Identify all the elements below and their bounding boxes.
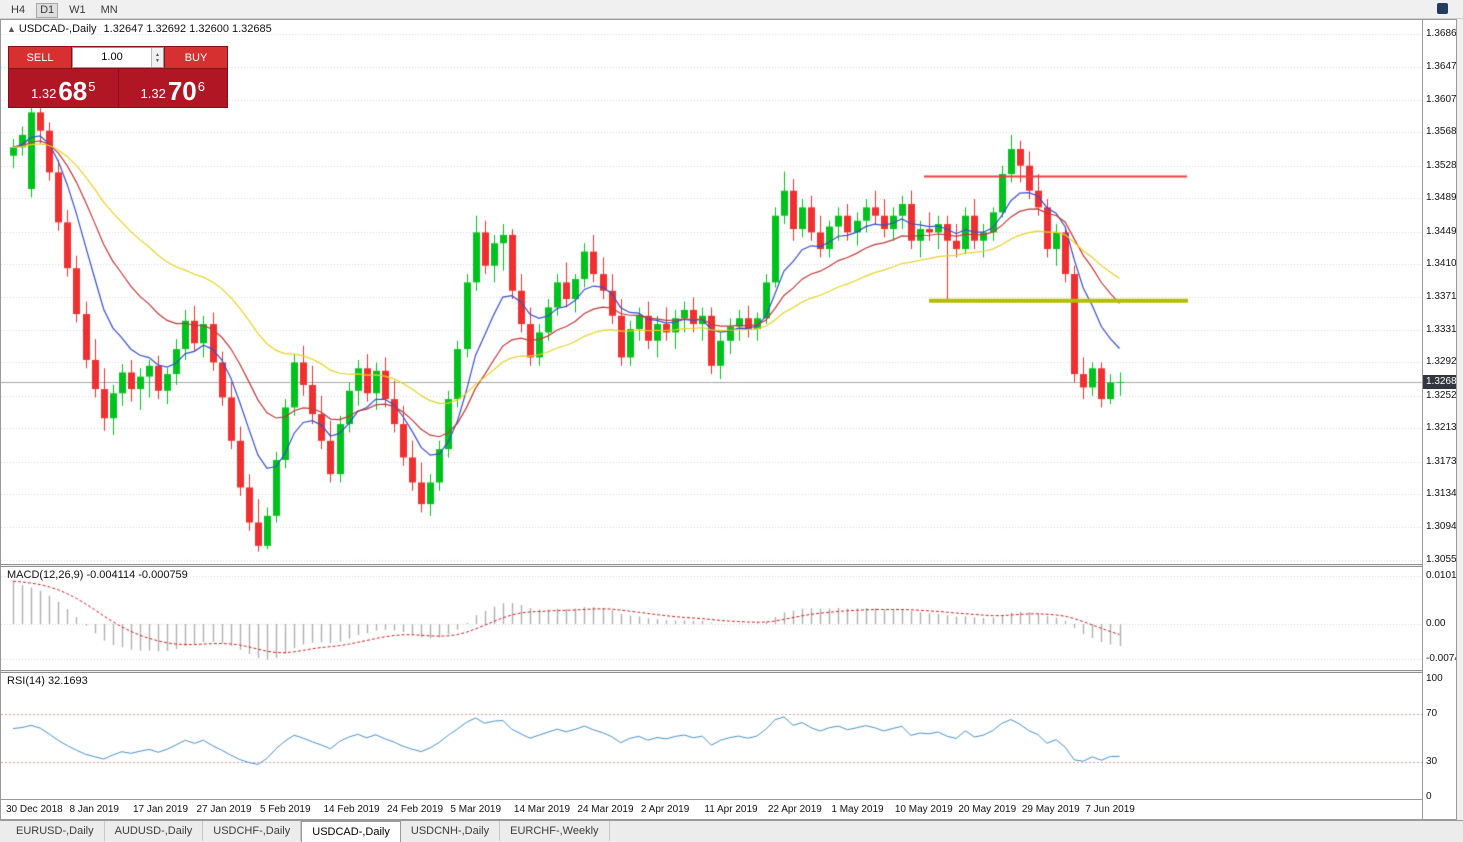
price-axis-label: 1.32520 [1426, 389, 1457, 401]
buy-price-pip: 6 [197, 79, 205, 94]
chart-tab-audusd[interactable]: AUDUSD-,Daily [105, 821, 204, 841]
date-axis-label: 7 Jun 2019 [1085, 804, 1135, 815]
rsi-axis-label: 100 [1426, 673, 1443, 684]
date-axis-label: 29 May 2019 [1021, 804, 1080, 815]
volume-spinner[interactable]: ▲ ▼ [151, 48, 163, 67]
timeframe-d1-button[interactable]: D1 [36, 3, 59, 18]
date-axis-label: 17 Jan 2019 [132, 804, 189, 815]
date-axis-label: 24 Mar 2019 [577, 804, 634, 815]
panel-divider-rsi[interactable] [1, 670, 1456, 673]
buy-price-big: 70 [167, 76, 197, 106]
sell-price-big: 68 [58, 76, 88, 106]
date-axis-label: 10 May 2019 [894, 804, 953, 815]
timeframe-mn-button[interactable]: MN [100, 4, 118, 16]
chart-header: ▲ USDCAD-,Daily 1.32647 1.32692 1.32600 1.… [7, 23, 272, 35]
rsi-axis-label: 30 [1426, 755, 1438, 767]
date-axis-label: 14 Feb 2019 [323, 804, 380, 815]
price-axis-label: 1.31340 [1426, 488, 1457, 500]
volume-field[interactable]: 1.00 ▲ ▼ [72, 47, 164, 68]
date-axis-label: 11 Apr 2019 [704, 804, 758, 815]
chart-tab-usdcad[interactable]: USDCAD-,Daily [301, 821, 401, 842]
trade-prices-row: 1.32 68 5 1.32 70 6 [9, 69, 227, 107]
macd-axis-label: 0.010199 [1426, 570, 1457, 582]
spinner-down-icon[interactable]: ▼ [155, 57, 160, 64]
chart-symbol-label: USDCAD-,Daily [18, 23, 97, 35]
price-axis-label: 1.33710 [1426, 290, 1457, 302]
chart-tab-usdcnh[interactable]: USDCNH-,Daily [401, 821, 501, 841]
sell-price-pip: 5 [88, 79, 96, 94]
sell-price-prefix: 1.32 [31, 86, 57, 101]
price-axis-label: 1.34100 [1426, 258, 1457, 270]
date-axis[interactable]: 30 Dec 2018 8 Jan 2019 17 Jan 2019 27 Jan 2… [1, 799, 1422, 819]
macd-axis-label: 0.00 [1426, 618, 1446, 629]
date-axis-label: 1 May 2019 [831, 804, 884, 815]
price-axis-label: 1.36470 [1426, 60, 1457, 72]
chart-tab-eurusd[interactable]: EURUSD-,Daily [6, 821, 105, 841]
date-axis-label: 5 Mar 2019 [450, 804, 502, 815]
volume-value[interactable]: 1.00 [101, 51, 123, 63]
one-click-trading-panel: SELL 1.00 ▲ ▼ BUY 1.32 68 5 1.32 70 6 [8, 46, 228, 108]
price-axis-label: 1.30940 [1426, 521, 1457, 533]
buy-price-panel[interactable]: 1.32 70 6 [118, 69, 227, 107]
date-axis-label: 5 Feb 2019 [259, 804, 311, 815]
price-axis-label: 1.36070 [1426, 93, 1457, 105]
trade-controls-row: SELL 1.00 ▲ ▼ BUY [9, 47, 227, 68]
top-toolbar: H4 D1 W1 MN [0, 0, 1463, 19]
date-axis-label: 27 Jan 2019 [196, 804, 252, 815]
price-axis-label: 1.33310 [1426, 323, 1457, 335]
chart-window: ▲ USDCAD-,Daily 1.32647 1.32692 1.32600 1.… [0, 19, 1457, 820]
current-price-tag: 1.32685 [1423, 375, 1456, 390]
price-axis-label: 1.32130 [1426, 422, 1457, 434]
date-axis-label: 8 Jan 2019 [69, 804, 119, 815]
buy-button[interactable]: BUY [165, 47, 227, 68]
timeframe-h4-button[interactable]: H4 [11, 4, 26, 16]
price-axis-label: 1.35280 [1426, 159, 1457, 171]
price-axis[interactable]: 1.32685 1.36860 1.36470 1.36070 1.35680 1.35… [1422, 20, 1457, 819]
date-axis-label: 14 Mar 2019 [513, 804, 571, 815]
rsi-panel-canvas[interactable] [1, 673, 1422, 799]
buy-price-prefix: 1.32 [140, 86, 166, 101]
chart-tab-usdchf[interactable]: USDCHF-,Daily [203, 821, 302, 841]
date-axis-label: 24 Feb 2019 [386, 804, 444, 815]
rsi-header: RSI(14) 32.1693 [7, 675, 88, 687]
macd-header: MACD(12,26,9) -0.004114 -0.000759 [7, 569, 188, 581]
price-axis-label: 1.32920 [1426, 356, 1457, 368]
date-axis-label: 20 May 2019 [958, 804, 1017, 815]
date-axis-label: 22 Apr 2019 [767, 804, 822, 815]
price-axis-label: 1.34890 [1426, 192, 1457, 204]
price-axis-label: 1.34490 [1426, 225, 1457, 237]
chart-tab-eurchf[interactable]: EURCHF-,Weekly [500, 821, 610, 841]
panel-divider-macd[interactable] [1, 564, 1456, 567]
date-axis-label: 30 Dec 2018 [6, 804, 63, 815]
price-axis-label: 1.36860 [1426, 28, 1457, 39]
macd-panel-canvas[interactable] [1, 567, 1422, 670]
date-axis-label: 2 Apr 2019 [640, 804, 690, 815]
main-chart-canvas[interactable] [1, 20, 1422, 564]
sell-button[interactable]: SELL [9, 47, 71, 68]
price-axis-label: 1.31730 [1426, 455, 1457, 467]
chart-ohlc-values: 1.32647 1.32692 1.32600 1.32685 [103, 23, 272, 35]
price-axis-label: 1.35680 [1426, 126, 1457, 138]
timeframe-w1-button[interactable]: W1 [69, 4, 86, 16]
toolbar-window-icon[interactable] [1437, 3, 1448, 14]
timeframe-buttons: H4 D1 W1 MN [0, 0, 122, 18]
sell-price-panel[interactable]: 1.32 68 5 [9, 69, 118, 107]
spinner-up-icon[interactable]: ▲ [155, 51, 160, 58]
rsi-axis-label: 70 [1426, 708, 1438, 720]
rsi-axis-label: 0 [1426, 791, 1432, 802]
macd-axis-label: -0.007476 [1426, 653, 1456, 665]
chart-tabs-bar: EURUSD-,Daily AUDUSD-,Daily USDCHF-,Daily U… [0, 820, 1463, 842]
collapse-chart-icon[interactable]: ▲ [7, 24, 16, 34]
